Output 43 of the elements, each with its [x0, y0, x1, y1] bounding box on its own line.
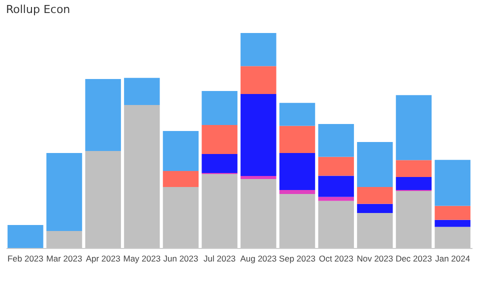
bar — [240, 94, 276, 176]
bar — [124, 78, 160, 106]
x-tick-label: Mar 2023 — [46, 254, 82, 264]
bar — [434, 206, 470, 220]
x-tick-label: Nov 2023 — [356, 254, 394, 264]
bar — [85, 79, 121, 152]
bar — [434, 160, 470, 206]
bar — [162, 131, 199, 172]
bar — [396, 95, 432, 160]
bar — [162, 171, 199, 187]
bar — [396, 160, 432, 178]
bar — [46, 152, 82, 232]
x-tick-label: Dec 2023 — [396, 254, 432, 264]
bar — [279, 190, 316, 194]
bar — [8, 224, 44, 248]
x-tick-label: Apr 2023 — [86, 254, 121, 264]
bar — [279, 126, 316, 153]
bar — [318, 156, 354, 176]
bar — [434, 220, 470, 227]
x-tick-label: Sep 2023 — [279, 254, 316, 264]
bar — [318, 196, 354, 201]
bar — [279, 152, 316, 190]
bar — [279, 102, 316, 126]
bar — [202, 154, 238, 173]
x-tick-label: Feb 2023 — [7, 254, 44, 264]
bar — [357, 204, 393, 213]
bar — [318, 176, 354, 197]
bar — [357, 186, 393, 204]
bar — [202, 91, 238, 126]
bar — [357, 142, 393, 187]
x-tick-label: Jul 2023 — [204, 254, 236, 264]
x-tick-label: Oct 2023 — [318, 254, 354, 264]
x-tick-label: May 2023 — [123, 254, 161, 264]
bar — [396, 177, 432, 190]
bar — [202, 125, 238, 154]
x-tick-label: Jan 2024 — [435, 254, 470, 264]
x-tick-label: Jun 2023 — [163, 254, 199, 264]
chart-title: Rollup Econ — [6, 3, 70, 16]
bar — [240, 33, 276, 66]
bar — [318, 124, 354, 157]
x-tick-label: Aug 2023 — [240, 254, 277, 264]
bar — [240, 66, 276, 94]
bar — [240, 176, 276, 179]
